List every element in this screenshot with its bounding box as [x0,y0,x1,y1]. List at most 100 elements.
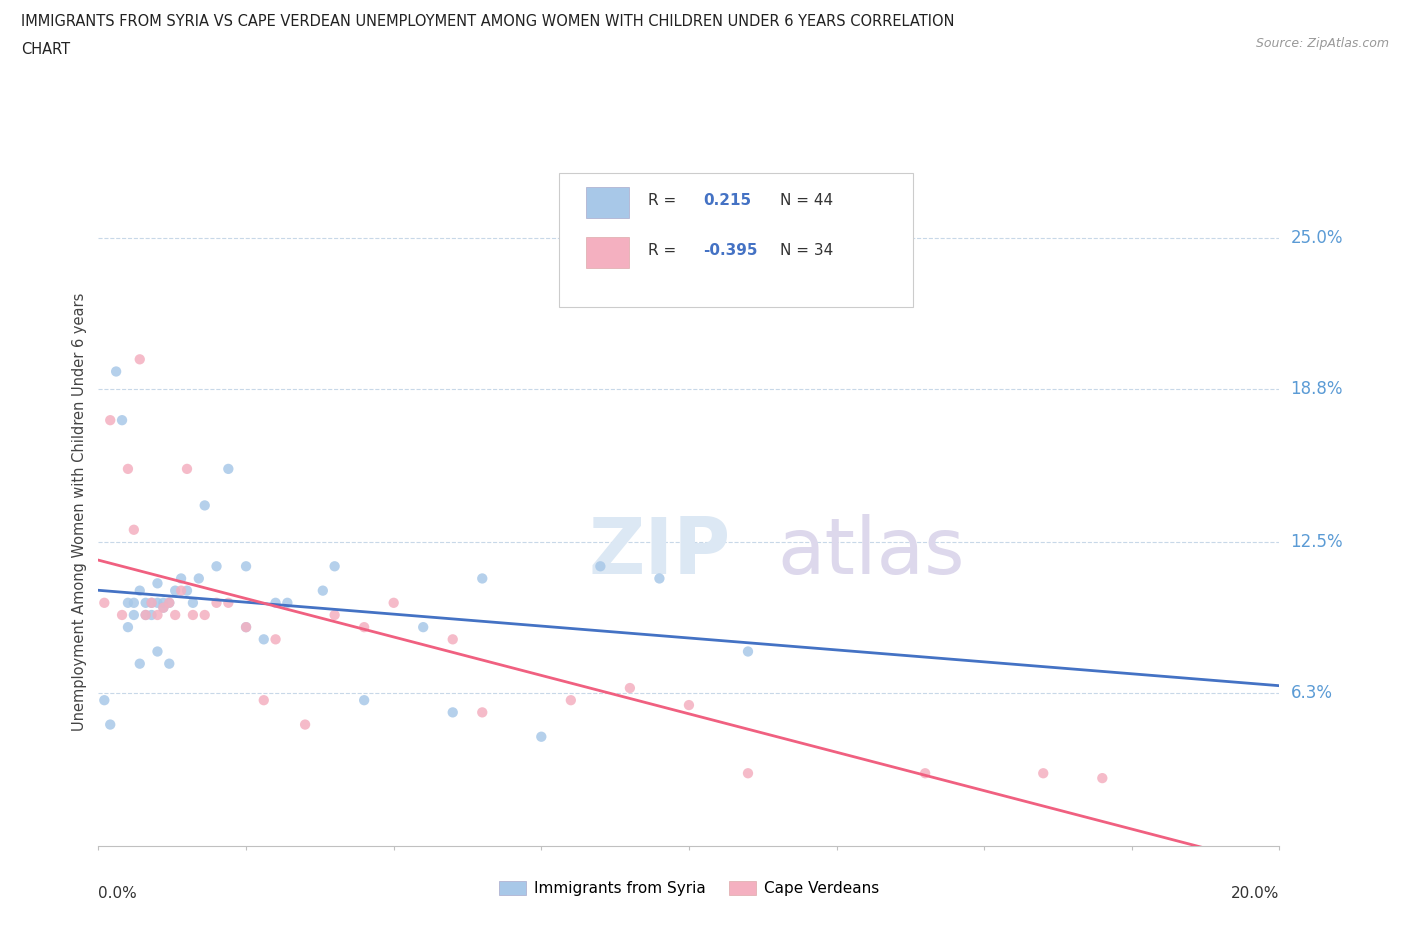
Point [181,607,204,622]
Point [98,717,121,732]
Point [111,607,134,622]
Text: N = 44: N = 44 [780,193,832,207]
Text: IMMIGRANTS FROM SYRIA VS CAPE VERDEAN UNEMPLOYMENT AMONG WOMEN WITH CHILDREN UND: IMMIGRANTS FROM SYRIA VS CAPE VERDEAN UN… [21,14,955,29]
Point [194,607,217,622]
Point [157,657,180,671]
Point [165,607,187,622]
Point [117,461,139,476]
Point [217,595,239,610]
Point [152,595,174,610]
Point [105,364,128,379]
Point [152,600,174,615]
Point [181,595,204,610]
Point [135,595,157,610]
Point [412,619,434,634]
Point [122,595,145,610]
Text: ZIP: ZIP [589,513,731,590]
Point [1032,765,1054,780]
Text: 18.8%: 18.8% [1291,379,1343,397]
Text: R =: R = [648,243,676,258]
Point [135,607,157,622]
Point [471,571,494,586]
Point [323,607,346,622]
Point [471,705,494,720]
Point [128,583,150,598]
Point [93,595,115,610]
Point [205,559,228,574]
Text: R =: R = [648,193,676,207]
Point [117,595,139,610]
Point [323,559,346,574]
Point [382,595,405,610]
Point [312,583,335,598]
Point [205,595,228,610]
Text: N = 34: N = 34 [780,243,834,258]
Point [135,607,157,622]
Point [146,644,169,659]
Text: 0.0%: 0.0% [98,886,138,901]
Point [141,595,163,610]
Point [170,571,193,586]
Point [176,461,198,476]
Point [1091,771,1114,786]
Point [441,631,464,646]
Y-axis label: Unemployment Among Women with Children Under 6 years: Unemployment Among Women with Children U… [72,292,87,731]
Point [128,657,150,671]
Point [235,619,257,634]
Point [157,595,180,610]
Text: 12.5%: 12.5% [1291,533,1343,551]
Point [141,595,163,610]
Point [194,498,217,512]
Point [146,607,169,622]
Point [98,413,121,428]
Text: 25.0%: 25.0% [1291,229,1343,246]
Point [111,413,134,428]
Point [128,352,150,366]
Point [235,559,257,574]
Point [353,619,375,634]
Point [353,693,375,708]
Point [146,595,169,610]
Point [619,681,641,696]
Point [737,644,759,659]
Text: Source: ZipAtlas.com: Source: ZipAtlas.com [1256,37,1389,50]
Point [737,765,759,780]
Point [264,595,287,610]
Point [122,607,145,622]
Text: -0.395: -0.395 [703,243,758,258]
Point [176,583,198,598]
Point [294,717,316,732]
Point [678,698,700,712]
Point [589,559,612,574]
Text: 20.0%: 20.0% [1232,886,1279,901]
Point [648,571,671,586]
FancyBboxPatch shape [586,187,628,219]
Point [253,693,276,708]
Point [157,595,180,610]
Point [914,765,936,780]
Point [117,619,139,634]
Point [253,631,276,646]
Legend: Immigrants from Syria, Cape Verdeans: Immigrants from Syria, Cape Verdeans [492,875,886,902]
Text: 0.215: 0.215 [703,193,751,207]
Point [187,571,209,586]
Point [276,595,298,610]
Point [264,631,287,646]
Point [141,607,163,622]
Point [93,693,115,708]
Point [441,705,464,720]
Point [530,729,553,744]
FancyBboxPatch shape [586,237,628,269]
Point [217,461,239,476]
Point [122,523,145,538]
Point [165,583,187,598]
Text: 6.3%: 6.3% [1291,684,1333,702]
Point [146,576,169,591]
FancyBboxPatch shape [560,173,914,307]
Point [235,619,257,634]
Point [560,693,582,708]
Point [152,600,174,615]
Text: CHART: CHART [21,42,70,57]
Point [170,583,193,598]
Text: atlas: atlas [778,513,965,590]
